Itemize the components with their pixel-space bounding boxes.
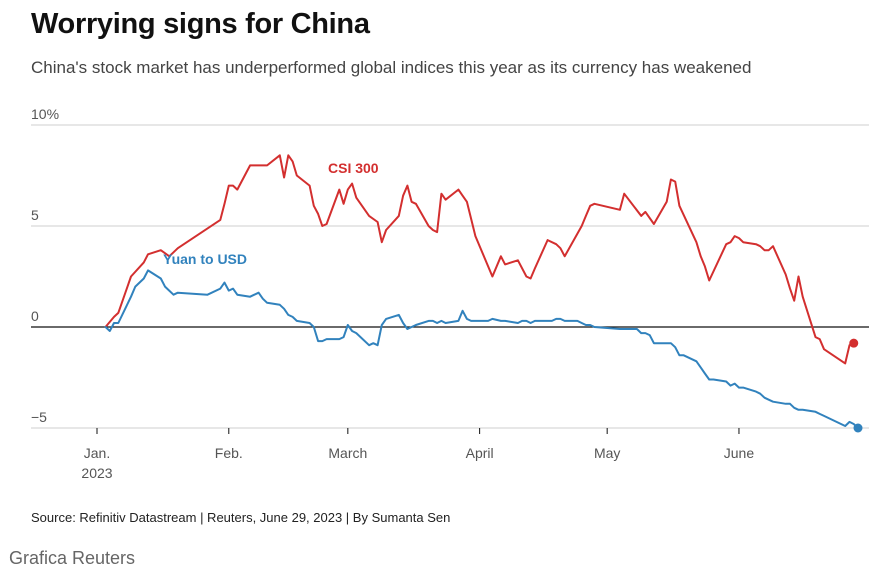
series-label: CSI 300 <box>328 160 379 176</box>
chart-title: Worrying signs for China <box>31 8 370 40</box>
y-tick-label: 5 <box>31 207 39 223</box>
y-tick-label: −5 <box>31 409 47 425</box>
x-tick-sublabel: 2023 <box>81 465 112 481</box>
series-line-yuan-to-usd <box>104 269 859 429</box>
series-end-point <box>849 338 859 348</box>
y-tick-label: 10% <box>31 106 59 122</box>
x-tick-label: March <box>328 445 367 461</box>
y-tick-label: 0 <box>31 308 39 324</box>
graphic-credit: Grafica Reuters <box>9 548 136 568</box>
series-end-point <box>853 423 863 433</box>
x-tick-label: May <box>594 445 620 461</box>
line-chart: 10% 5 0 −5 Jan. 2023 Feb. March April May June CSI … <box>31 106 869 481</box>
x-tick-label: Feb. <box>215 445 243 461</box>
series-line-csi-300 <box>104 154 855 365</box>
source-note: Source: Refinitiv Datastream | Reuters, … <box>31 510 451 525</box>
x-tick-label: June <box>724 445 755 461</box>
x-tick-label: April <box>466 445 494 461</box>
x-tick-label: Jan. <box>84 445 110 461</box>
series-label: Yuan to USD <box>163 251 247 267</box>
chart-subtitle: China's stock market has underperformed … <box>31 58 752 77</box>
